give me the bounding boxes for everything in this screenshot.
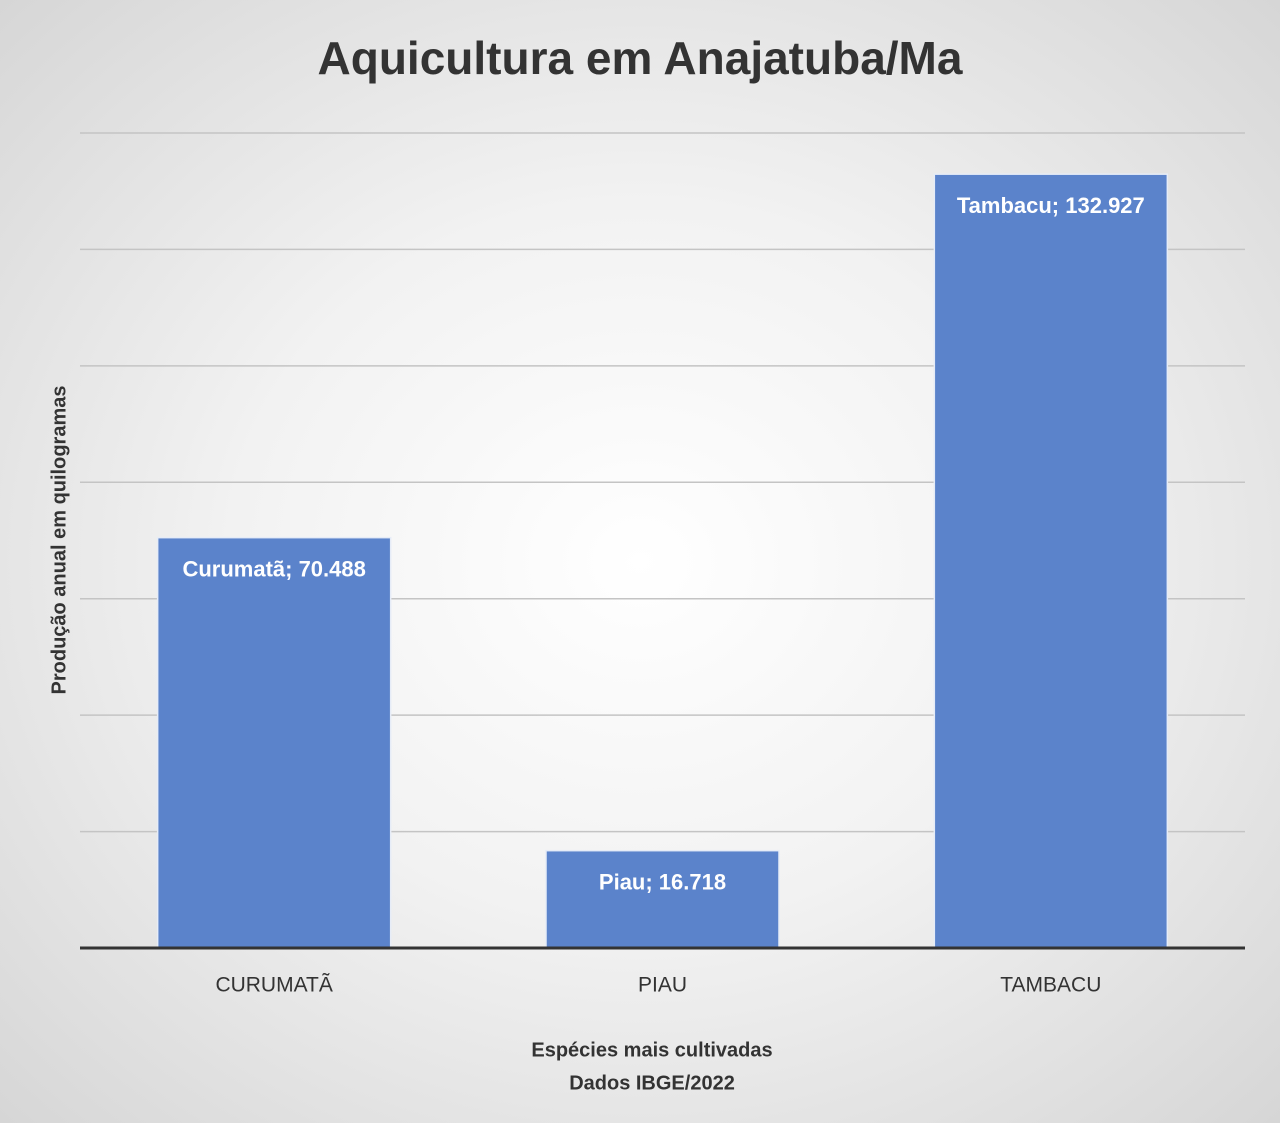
data-label: Curumatã; 70.488 <box>182 556 365 581</box>
bar <box>545 849 780 949</box>
x-tick-label: TAMBACU <box>1000 974 1101 997</box>
x-tick-label: PIAU <box>638 974 687 997</box>
x-tick-label: CURUMATÃ <box>215 973 332 997</box>
data-label: Tambacu; 132.927 <box>957 193 1145 218</box>
chart-title: Aquicultura em Anajatuba/Ma <box>318 32 963 84</box>
x-axis-label: Espécies mais cultivadas <box>531 1039 772 1061</box>
source-note: Dados IBGE/2022 <box>569 1072 735 1094</box>
bar <box>933 173 1169 949</box>
bar <box>156 536 392 949</box>
y-axis-label: Produção anual em quilogramas <box>48 386 70 695</box>
data-label: Piau; 16.718 <box>599 869 726 894</box>
